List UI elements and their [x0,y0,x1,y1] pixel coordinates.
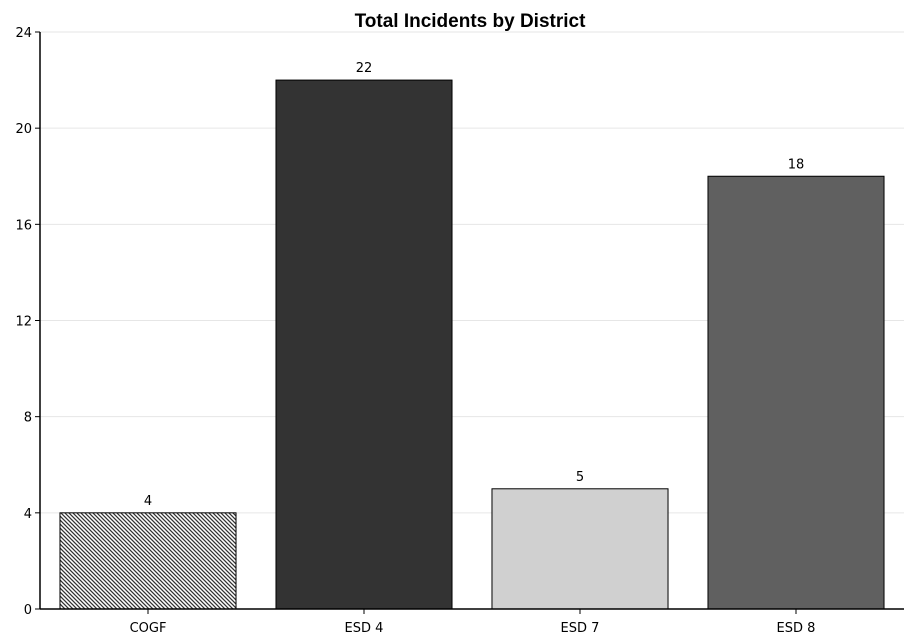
x-tick-label: ESD 7 [561,621,600,636]
bar-esd-7 [491,488,669,610]
data-labels: 4 22 5 18 [144,61,804,509]
bar-cogf [59,512,237,610]
y-tick-label: 24 [15,26,32,41]
x-tick-label: ESD 4 [345,621,384,636]
data-label: 22 [356,61,373,76]
axes: 0 4 8 12 16 20 24 COGF ESD 4 ESD 7 ESD 8 [15,26,904,636]
y-tick-label: 4 [24,507,32,522]
bars [59,79,885,610]
y-tick-label: 16 [15,218,32,233]
y-tick-label: 8 [24,411,32,426]
y-tick-label: 0 [24,603,32,618]
data-label: 18 [788,157,805,172]
x-tick-label: COGF [130,621,167,636]
bar-esd-8 [707,175,885,610]
data-label: 4 [144,494,152,509]
data-label: 5 [576,470,584,485]
y-tick-label: 12 [15,315,32,330]
chart-title: Total Incidents by District [355,11,587,32]
y-tick-label: 20 [15,122,32,137]
bar-esd-4 [275,79,453,610]
x-tick-label: ESD 8 [777,621,816,636]
